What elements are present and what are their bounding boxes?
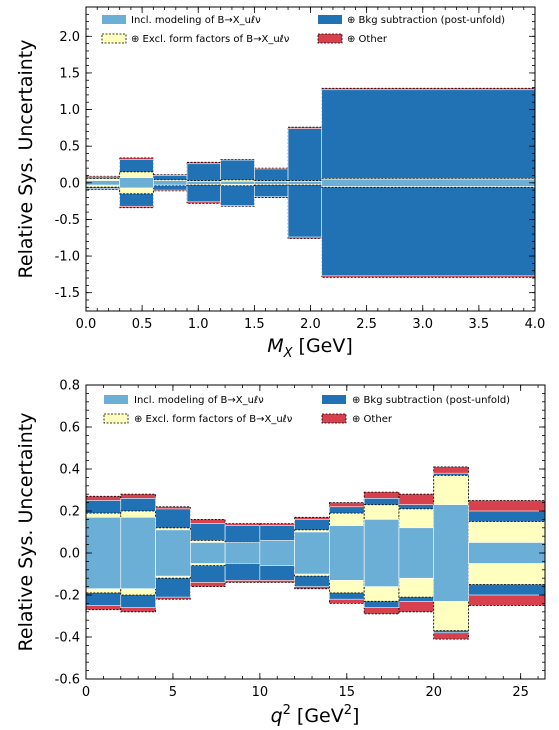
q2-y-tick-label: 0.6 bbox=[59, 421, 80, 436]
mx-y-axis-title: Relative Sys. Uncertainty bbox=[15, 40, 37, 279]
q2-bar-incl-bin-4 bbox=[190, 542, 226, 564]
q2-bar-incl-bin-2 bbox=[120, 516, 156, 589]
mx-bar-incl-bin-7 bbox=[287, 181, 323, 185]
q2-legend-other: ⊕ Other bbox=[352, 414, 393, 425]
mx-x-tick-label: 1.5 bbox=[244, 317, 265, 332]
mx-x-tick-label: 3.5 bbox=[469, 317, 490, 332]
q2-y-axis-title: Relative Sys. Uncertainty bbox=[15, 413, 37, 652]
mx-bar-incl-bin-4 bbox=[186, 181, 221, 185]
q2-y-tick-label: -0.2 bbox=[55, 589, 80, 604]
mx-x-tick-label: 0.5 bbox=[132, 317, 153, 332]
mx-y-tick-label: -1.5 bbox=[55, 286, 80, 301]
mx-y-tick-label: -1.0 bbox=[55, 250, 80, 265]
q2-legend-swatch-other bbox=[321, 413, 347, 424]
mx-legend-excl: ⊕ Excl. form factors of B→X_uℓν bbox=[131, 34, 290, 45]
q2-y-tick-label: 0.0 bbox=[59, 547, 80, 562]
q2-legend-swatch-bkg bbox=[322, 395, 346, 404]
mx-y-tick-label: 0.5 bbox=[59, 140, 80, 155]
mx-x-tick-label: 0.0 bbox=[76, 317, 97, 332]
mx-ticks: 0.0 0.5 1.0 1.5 2.0 2.5 3.0 3.5 4.0 -1.5 -1.0 -0.5 0… bbox=[55, 6, 546, 332]
mx-legend-other: ⊕ Other bbox=[347, 34, 388, 45]
q2-legend-swatch-excl bbox=[103, 413, 129, 424]
mx-x-tick-label: 2.0 bbox=[300, 317, 321, 332]
q2-bar-incl-bin-12 bbox=[468, 542, 545, 564]
q2-bar-incl-bin-8 bbox=[329, 525, 365, 581]
q2-legend-excl: ⊕ Excl. form factors of B→X_uℓν bbox=[134, 414, 293, 425]
q2-bars bbox=[86, 466, 545, 640]
mx-x-tick-label: 3.0 bbox=[412, 317, 433, 332]
mx-y-tick-label: -0.5 bbox=[55, 213, 80, 228]
q2-y-tick-label: -0.6 bbox=[55, 673, 80, 688]
q2-legend-incl: Incl. modeling of B→X_uℓν bbox=[134, 395, 264, 406]
q2-bar-incl-bin-10 bbox=[398, 527, 435, 579]
mx-legend-swatch-incl bbox=[102, 15, 126, 24]
q2-ticks: 0 5 10 15 20 25 -0.6 -0.4 -0.2 0.0 0.2 0.4 0.6 0.8 bbox=[55, 379, 545, 700]
q2-legend: Incl. modeling of B→X_uℓν ⊕ Excl. form f… bbox=[103, 395, 510, 425]
mx-bar-incl-bin-6 bbox=[254, 181, 289, 185]
mx-bar-incl-bin-8 bbox=[321, 178, 535, 187]
q2-x-tick-label: 10 bbox=[252, 685, 269, 700]
q2-x-tick-label: 25 bbox=[512, 685, 529, 700]
mx-bars bbox=[86, 87, 535, 278]
q2-y-tick-label: 0.8 bbox=[59, 379, 80, 394]
mx-uncertainty-chart: 0.0 0.5 1.0 1.5 2.0 2.5 3.0 3.5 4.0 -1.5 -1.0 -0.5 0… bbox=[15, 6, 546, 361]
mx-bar-incl-bin-5 bbox=[220, 181, 255, 185]
mx-legend-incl: Incl. modeling of B→X_uℓν bbox=[131, 15, 261, 26]
mx-legend-swatch-other bbox=[317, 33, 343, 44]
mx-legend-swatch-excl bbox=[101, 33, 127, 44]
q2-bar-incl-bin-7 bbox=[294, 531, 330, 575]
mx-y-tick-label: 1.0 bbox=[59, 103, 80, 118]
q2-x-tick-label: 15 bbox=[339, 685, 356, 700]
q2-x-tick-label: 0 bbox=[82, 685, 90, 700]
q2-uncertainty-chart: 0 5 10 15 20 25 -0.6 -0.4 -0.2 0.0 0.2 0.4 0.6 0.8 In… bbox=[15, 379, 546, 727]
mx-x-tick-label: 1.0 bbox=[188, 317, 209, 332]
mx-y-tick-label: 2.0 bbox=[59, 30, 80, 45]
q2-y-tick-label: 0.4 bbox=[59, 463, 80, 478]
q2-bar-incl-bin-3 bbox=[155, 529, 191, 577]
q2-bar-incl-bin-5 bbox=[224, 542, 261, 564]
mx-x-tick-label: 2.5 bbox=[356, 317, 377, 332]
q2-y-tick-label: -0.4 bbox=[55, 631, 80, 646]
q2-legend-swatch-incl bbox=[104, 395, 128, 404]
q2-x-axis-title: q2 [GeV2] bbox=[271, 703, 360, 727]
q2-y-tick-label: 0.2 bbox=[59, 505, 80, 520]
mx-y-tick-label: 0.0 bbox=[59, 176, 80, 191]
mx-bar-incl-bin-2 bbox=[119, 177, 154, 189]
q2-bar-incl-bin-9 bbox=[363, 519, 400, 587]
q2-bar-incl-bin-11 bbox=[433, 504, 469, 602]
mx-legend-bkg: ⊕ Bkg subtraction (post-unfold) bbox=[347, 15, 505, 26]
q2-x-tick-label: 5 bbox=[169, 685, 177, 700]
q2-bar-incl-bin-6 bbox=[259, 540, 295, 566]
mx-x-axis-title: MX [GeV] bbox=[267, 335, 353, 361]
mx-legend: Incl. modeling of B→X_uℓν ⊕ Excl. form f… bbox=[101, 15, 505, 45]
mx-y-tick-label: 1.5 bbox=[59, 66, 80, 81]
q2-x-tick-label: 20 bbox=[425, 685, 442, 700]
mx-legend-swatch-bkg bbox=[318, 15, 342, 24]
q2-legend-bkg: ⊕ Bkg subtraction (post-unfold) bbox=[352, 395, 510, 406]
mx-x-tick-label: 4.0 bbox=[525, 317, 546, 332]
mx-bar-incl-bin-3 bbox=[153, 180, 188, 186]
q2-plot-frame bbox=[85, 384, 546, 680]
